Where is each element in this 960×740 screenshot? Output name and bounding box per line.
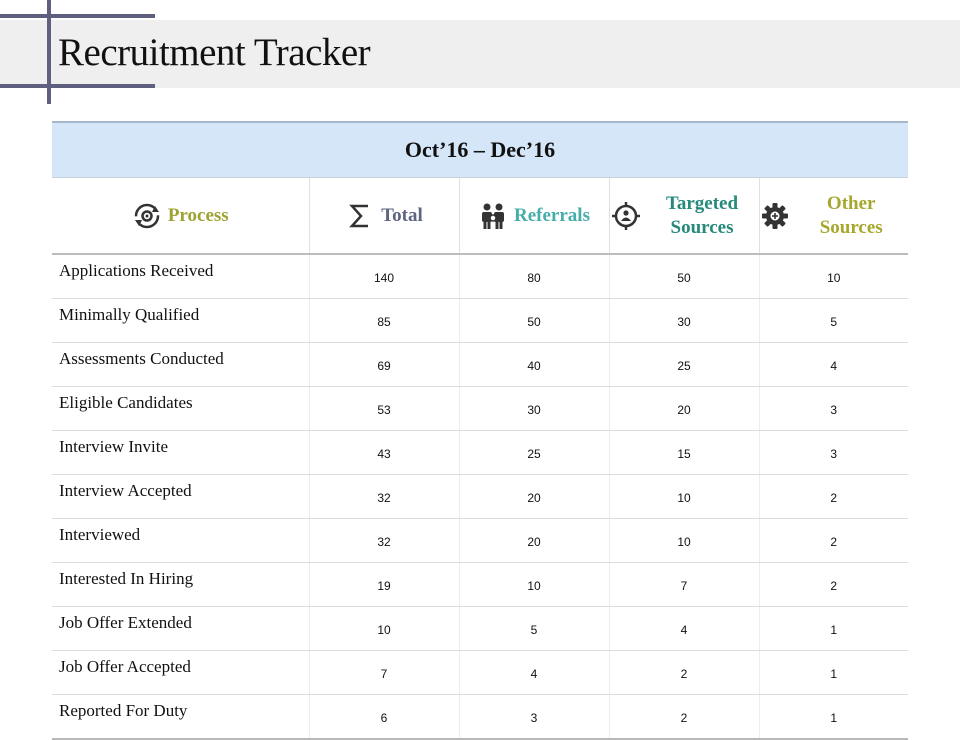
recruitment-table: Oct’16 – Dec’16 Process xyxy=(52,121,909,740)
page-title: Recruitment Tracker xyxy=(58,31,371,74)
column-label-process: Process xyxy=(167,204,229,226)
total-cell: 19 xyxy=(308,562,459,607)
other-sources-cell: 1 xyxy=(758,606,909,651)
column-header-referrals: Referrals xyxy=(458,177,609,255)
targeted-sources-cell: 20 xyxy=(608,386,759,431)
referrals-cell: 40 xyxy=(458,342,609,387)
other-sources-cell: 4 xyxy=(758,342,909,387)
column-label-targeted-sources: Targeted Sources xyxy=(665,192,739,238)
process-cell: Assessments Conducted xyxy=(52,342,309,387)
target-icon xyxy=(611,201,641,231)
other-sources-cell: 3 xyxy=(758,386,909,431)
process-cell: Eligible Candidates xyxy=(52,386,309,431)
table-row: Applications Received 140 80 50 10 xyxy=(52,254,909,299)
table-row: Eligible Candidates 53 30 20 3 xyxy=(52,386,909,431)
targeted-sources-cell: 10 xyxy=(608,474,759,519)
table-row: Interested In Hiring 19 10 7 2 xyxy=(52,562,909,607)
total-cell: 43 xyxy=(308,430,459,475)
process-cell: Interested In Hiring xyxy=(52,562,309,607)
referrals-cell: 25 xyxy=(458,430,609,475)
targeted-sources-cell: 2 xyxy=(608,694,759,740)
targeted-sources-cell: 10 xyxy=(608,518,759,563)
referrals-cell: 3 xyxy=(458,694,609,740)
total-cell: 32 xyxy=(308,474,459,519)
table-row: Interview Accepted 32 20 10 2 xyxy=(52,474,909,519)
other-sources-cell: 2 xyxy=(758,562,909,607)
targeted-sources-cell: 7 xyxy=(608,562,759,607)
table-row: Reported For Duty 6 3 2 1 xyxy=(52,694,909,740)
referrals-cell: 80 xyxy=(458,254,609,299)
total-cell: 6 xyxy=(308,694,459,740)
table-row: Interview Invite 43 25 15 3 xyxy=(52,430,909,475)
referrals-cell: 5 xyxy=(458,606,609,651)
column-header-process: Process xyxy=(52,177,309,255)
total-cell: 53 xyxy=(308,386,459,431)
referrals-cell: 4 xyxy=(458,650,609,695)
period-header: Oct’16 – Dec’16 xyxy=(52,121,909,178)
referrals-cell: 20 xyxy=(458,518,609,563)
total-cell: 10 xyxy=(308,606,459,651)
column-label-total: Total xyxy=(381,204,423,226)
process-cycle-icon xyxy=(132,201,162,231)
targeted-sources-cell: 4 xyxy=(608,606,759,651)
total-cell: 85 xyxy=(308,298,459,343)
total-cell: 69 xyxy=(308,342,459,387)
other-sources-cell: 2 xyxy=(758,518,909,563)
table-body: Applications Received 140 80 50 10 Minimally … xyxy=(52,254,909,740)
column-header-other-sources: Other Sources xyxy=(758,177,909,255)
referrals-cell: 20 xyxy=(458,474,609,519)
column-label-referrals: Referrals xyxy=(514,204,590,226)
table-row: Minimally Qualified 85 50 30 5 xyxy=(52,298,909,343)
table-row: Job Offer Accepted 7 4 2 1 xyxy=(52,650,909,695)
process-cell: Interview Invite xyxy=(52,430,309,475)
other-sources-cell: 10 xyxy=(758,254,909,299)
process-cell: Job Offer Accepted xyxy=(52,650,309,695)
column-label-other-sources: Other Sources xyxy=(819,192,883,238)
total-cell: 32 xyxy=(308,518,459,563)
targeted-sources-cell: 15 xyxy=(608,430,759,475)
sigma-icon xyxy=(345,201,375,231)
process-cell: Applications Received xyxy=(52,254,309,299)
table-row: Job Offer Extended 10 5 4 1 xyxy=(52,606,909,651)
table-row: Assessments Conducted 69 40 25 4 xyxy=(52,342,909,387)
other-sources-cell: 5 xyxy=(758,298,909,343)
column-header-row: Process Total xyxy=(52,177,909,255)
other-sources-cell: 1 xyxy=(758,650,909,695)
other-sources-cell: 2 xyxy=(758,474,909,519)
process-cell: Reported For Duty xyxy=(52,694,309,740)
column-header-targeted-sources: Targeted Sources xyxy=(608,177,759,255)
title-band xyxy=(0,20,960,88)
process-cell: Interviewed xyxy=(52,518,309,563)
column-header-total: Total xyxy=(308,177,459,255)
total-cell: 7 xyxy=(308,650,459,695)
targeted-sources-cell: 25 xyxy=(608,342,759,387)
table-row: Interviewed 32 20 10 2 xyxy=(52,518,909,563)
process-cell: Job Offer Extended xyxy=(52,606,309,651)
targeted-sources-cell: 50 xyxy=(608,254,759,299)
people-icon xyxy=(478,201,508,231)
gear-icon xyxy=(761,201,790,231)
targeted-sources-cell: 2 xyxy=(608,650,759,695)
total-cell: 140 xyxy=(308,254,459,299)
process-cell: Interview Accepted xyxy=(52,474,309,519)
targeted-sources-cell: 30 xyxy=(608,298,759,343)
referrals-cell: 50 xyxy=(458,298,609,343)
process-cell: Minimally Qualified xyxy=(52,298,309,343)
other-sources-cell: 3 xyxy=(758,430,909,475)
decorative-horizontal-line-top xyxy=(0,14,155,18)
decorative-vertical-line xyxy=(47,0,51,104)
referrals-cell: 30 xyxy=(458,386,609,431)
other-sources-cell: 1 xyxy=(758,694,909,740)
decorative-horizontal-line-bottom xyxy=(0,84,155,88)
referrals-cell: 10 xyxy=(458,562,609,607)
